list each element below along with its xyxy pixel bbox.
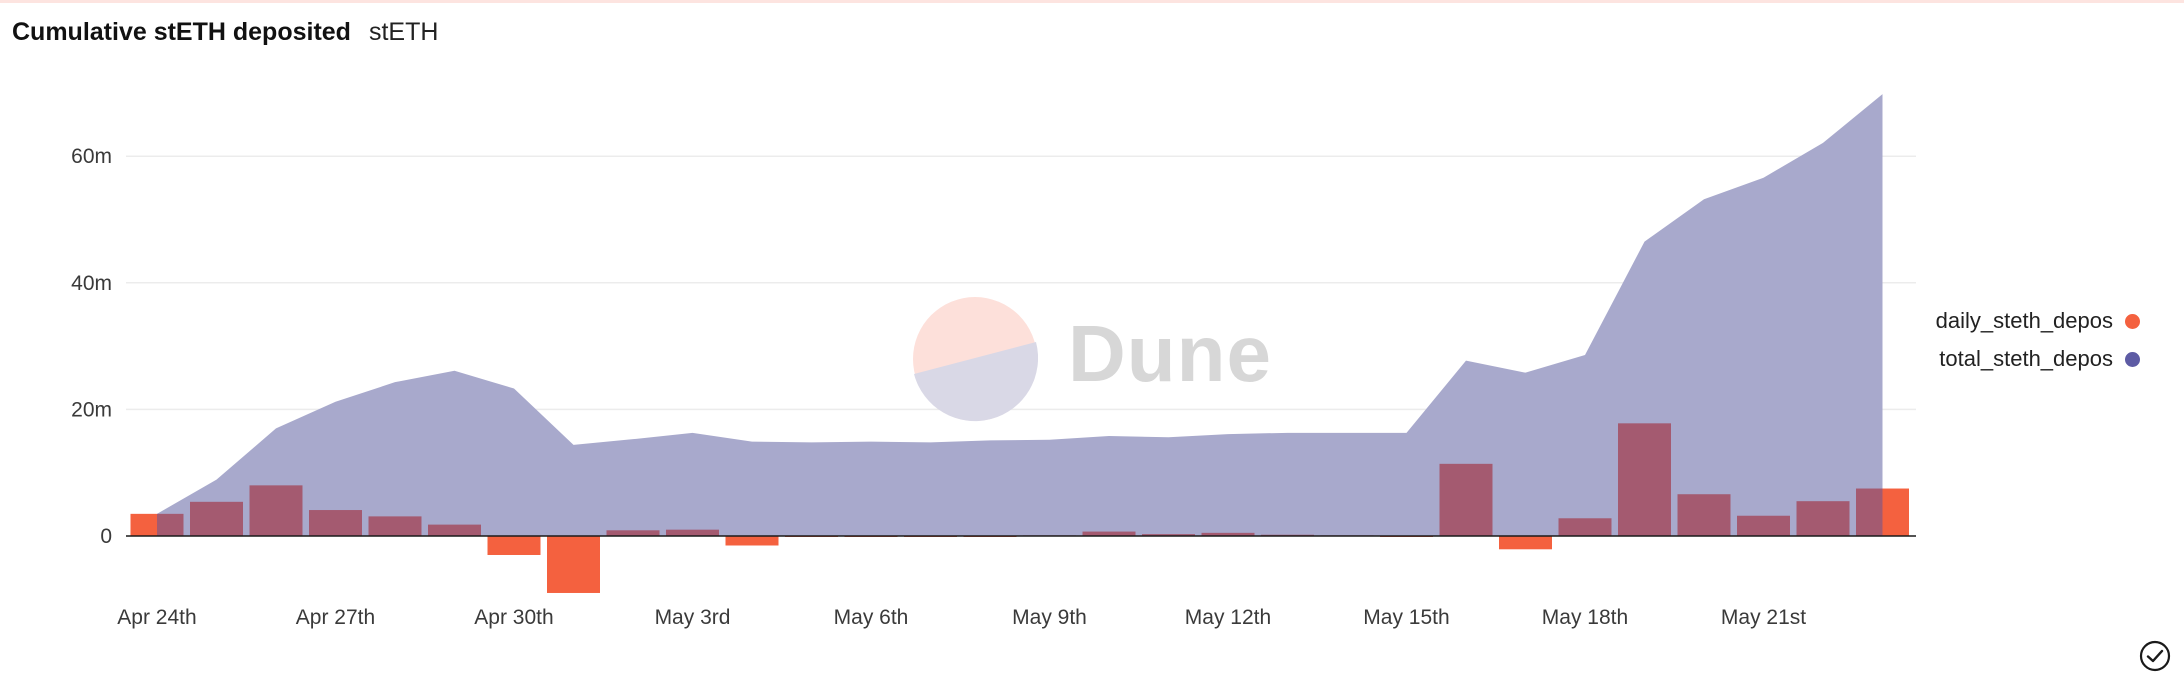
daily-bar (547, 536, 600, 593)
legend-dot-daily (2125, 313, 2140, 329)
daily-bar (1499, 536, 1552, 550)
x-tick-label: Apr 30th (474, 606, 553, 629)
bar-layer (130, 423, 1909, 593)
x-tick-label: May 12th (1185, 606, 1271, 629)
daily-bar (487, 536, 541, 555)
daily-bar (1796, 501, 1850, 536)
chart-title: Cumulative stETH deposited (12, 18, 351, 46)
area-layer (157, 94, 1883, 536)
x-tick-label: May 21st (1721, 606, 1806, 629)
x-tick-label: May 9th (1012, 606, 1087, 629)
daily-bar (1142, 534, 1195, 536)
x-tick-label: May 6th (834, 606, 909, 629)
daily-bar (368, 516, 422, 536)
daily-bar (1737, 515, 1790, 536)
daily-bar (1856, 488, 1883, 536)
daily-bar (249, 485, 303, 536)
daily-bar (1677, 494, 1731, 536)
daily-bar (606, 530, 660, 536)
x-tick-label: Apr 27th (296, 606, 375, 629)
daily-bar (1882, 488, 1909, 536)
chart-subtitle: stETH (368, 18, 439, 46)
legend-dot-total (2125, 351, 2140, 367)
y-tick-label: 0 (100, 525, 112, 548)
legend-item-total[interactable]: total_steth_depos (1936, 346, 2140, 372)
dune-watermark: Dune (912, 296, 1272, 422)
watermark-text: Dune (1068, 309, 1272, 398)
daily-bar (1618, 423, 1671, 536)
top-accent-line (0, 0, 2184, 3)
x-tick-labels: Apr 24th Apr 27th Apr 30th May 3rd May 6th Ma… (117, 606, 1806, 629)
legend-label-daily: daily_steth_depos (1935, 308, 2113, 333)
y-tick-label: 20m (71, 398, 112, 421)
daily-bar (130, 513, 157, 536)
check-circle-icon[interactable] (2138, 639, 2172, 673)
daily-bar (725, 536, 779, 546)
daily-bar (428, 524, 481, 536)
daily-bar (309, 510, 362, 536)
total-steth-area (157, 94, 1883, 536)
daily-bar (190, 501, 243, 536)
daily-bar (1201, 532, 1255, 536)
x-tick-label: Apr 24th (117, 606, 196, 629)
y-tick-label: 60m (71, 145, 112, 168)
chart-header: Cumulative stETH deposited stETH (12, 18, 438, 54)
x-tick-label: May 15th (1363, 606, 1449, 629)
legend-item-daily[interactable]: daily_steth_depos (1936, 308, 2140, 334)
x-tick-label: May 3rd (655, 606, 731, 629)
y-tick-labels: 0 20m 40m 60m (71, 145, 112, 548)
y-tick-label: 40m (71, 272, 112, 295)
chart-legend: daily_steth_depos total_steth_depos (1936, 308, 2140, 372)
dune-logo-icon (913, 297, 1039, 422)
daily-bar (666, 529, 719, 536)
daily-bar (1439, 463, 1493, 536)
daily-bar (1558, 518, 1612, 536)
daily-bar (1082, 531, 1136, 536)
daily-bar (157, 513, 184, 536)
x-tick-label: May 18th (1542, 606, 1628, 629)
legend-label-total: total_steth_depos (1939, 346, 2113, 371)
